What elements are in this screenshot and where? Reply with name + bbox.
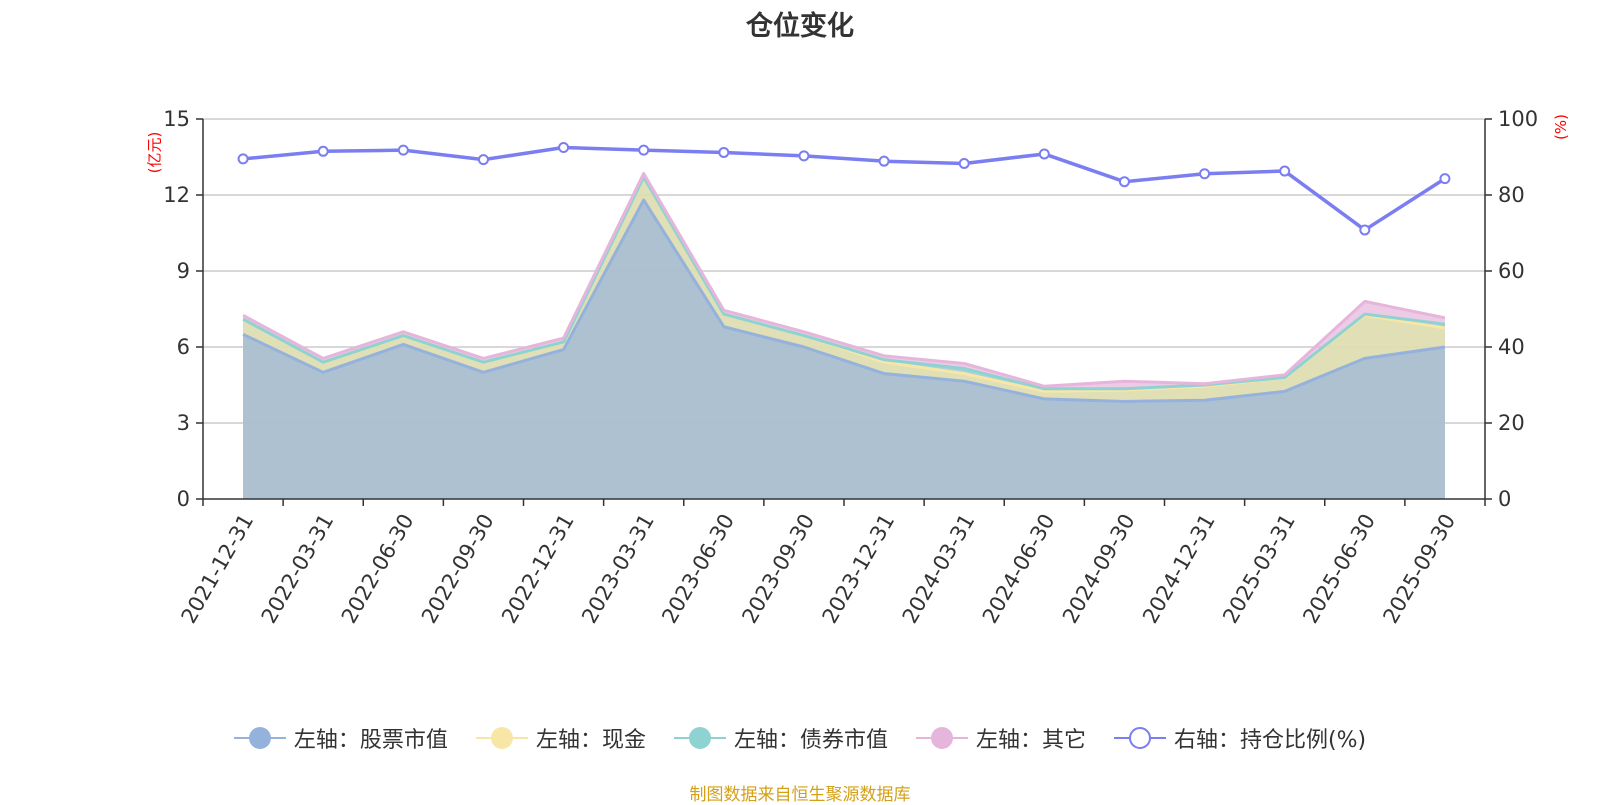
x-axis-tick-label: 2023-09-30 bbox=[737, 510, 819, 628]
left-axis-tick-label: 15 bbox=[163, 107, 190, 131]
line-stock bbox=[242, 198, 1446, 403]
ratio-point bbox=[558, 142, 570, 153]
line-other bbox=[242, 171, 1446, 388]
right-axis-tick-label: 0 bbox=[1498, 487, 1511, 511]
x-axis-tick-label: 2025-03-31 bbox=[1218, 510, 1300, 628]
x-axis-tick-label: 2022-12-31 bbox=[497, 510, 579, 628]
chart-title: 仓位变化 bbox=[746, 11, 854, 42]
x-axis-tick-label: 2021-12-31 bbox=[176, 510, 258, 628]
left-axis-tick-label: 6 bbox=[177, 335, 190, 359]
legend-label: 左轴：现金 bbox=[535, 728, 646, 753]
x-axis-tick-label: 2022-09-30 bbox=[417, 510, 499, 628]
right-axis-tick-label: 80 bbox=[1498, 183, 1525, 207]
x-axis-tick-label: 2022-03-31 bbox=[257, 510, 339, 628]
legend-label: 左轴：其它 bbox=[975, 728, 1086, 753]
right-axis-unit: (%) bbox=[1551, 114, 1570, 140]
ratio-point bbox=[397, 144, 409, 156]
x-axis-tick-label: 2023-12-31 bbox=[817, 510, 899, 628]
ratio-point bbox=[718, 146, 730, 158]
right-axis-tick-label: 40 bbox=[1498, 335, 1525, 359]
legend-label: 左轴：股票市值 bbox=[293, 728, 448, 753]
filled-circle-icon bbox=[673, 726, 726, 750]
ratio-point bbox=[1118, 176, 1130, 188]
legend-item-other[interactable]: 左轴：其它 bbox=[915, 722, 1086, 754]
ratio-point bbox=[638, 144, 650, 156]
filled-circle-icon bbox=[475, 726, 528, 750]
legend-label: 左轴：债券市值 bbox=[733, 728, 888, 753]
x-axis-tick-label: 2024-12-31 bbox=[1138, 510, 1220, 628]
ratio-point bbox=[317, 145, 329, 157]
ratio-point bbox=[237, 153, 249, 165]
filled-circle-icon bbox=[233, 726, 286, 750]
line-ratio bbox=[242, 145, 1446, 232]
ratio-point bbox=[1038, 148, 1050, 160]
x-axis-tick-label: 2025-06-30 bbox=[1298, 510, 1380, 628]
legend-item-stock[interactable]: 左轴：股票市值 bbox=[233, 722, 448, 754]
right-axis-tick-label: 60 bbox=[1498, 259, 1525, 283]
x-axis-tick-label: 2024-06-30 bbox=[978, 510, 1060, 628]
left-axis-tick-label: 12 bbox=[163, 183, 190, 207]
ratio-point bbox=[878, 155, 890, 167]
right-axis-tick-label: 20 bbox=[1498, 411, 1525, 435]
filled-circle-icon bbox=[915, 726, 968, 750]
legend-item-bond[interactable]: 左轴：债券市值 bbox=[673, 722, 888, 754]
area-stock bbox=[243, 200, 1445, 500]
ratio-point bbox=[477, 154, 489, 166]
right-axis-tick-label: 100 bbox=[1498, 107, 1538, 131]
hollow-circle-icon bbox=[1113, 726, 1166, 750]
left-axis-tick-label: 3 bbox=[177, 411, 190, 435]
line-bond bbox=[242, 175, 1446, 391]
ratio-point bbox=[798, 150, 810, 162]
x-axis-tick-label: 2024-09-30 bbox=[1058, 510, 1140, 628]
legend: 左轴：股票市值 左轴：现金 左轴：债券市值 左轴：其它 右轴：持仓比例(%) bbox=[0, 722, 1600, 754]
legend-item-cash[interactable]: 左轴：现金 bbox=[475, 722, 646, 754]
x-axis-tick-label: 2023-06-30 bbox=[657, 510, 739, 628]
ratio-point bbox=[1279, 165, 1291, 177]
ratio-point bbox=[1359, 224, 1371, 236]
ratio-point bbox=[1199, 168, 1211, 180]
legend-item-ratio[interactable]: 右轴：持仓比例(%) bbox=[1113, 722, 1367, 754]
x-axis-tick-label: 2025-09-30 bbox=[1378, 510, 1460, 628]
source-note: 制图数据来自恒生聚源数据库 bbox=[689, 785, 911, 805]
left-axis-tick-label: 9 bbox=[177, 259, 190, 283]
ratio-point bbox=[1439, 173, 1451, 185]
x-axis-tick-label: 2022-06-30 bbox=[337, 510, 419, 628]
left-axis-tick-label: 0 bbox=[177, 487, 190, 511]
legend-label: 右轴：持仓比例(%) bbox=[1173, 728, 1367, 753]
x-axis-tick-label: 2024-03-31 bbox=[898, 510, 980, 628]
left-axis-unit: (亿元) bbox=[145, 131, 164, 174]
ratio-point bbox=[958, 157, 970, 169]
x-axis-tick-label: 2023-03-31 bbox=[577, 510, 659, 628]
